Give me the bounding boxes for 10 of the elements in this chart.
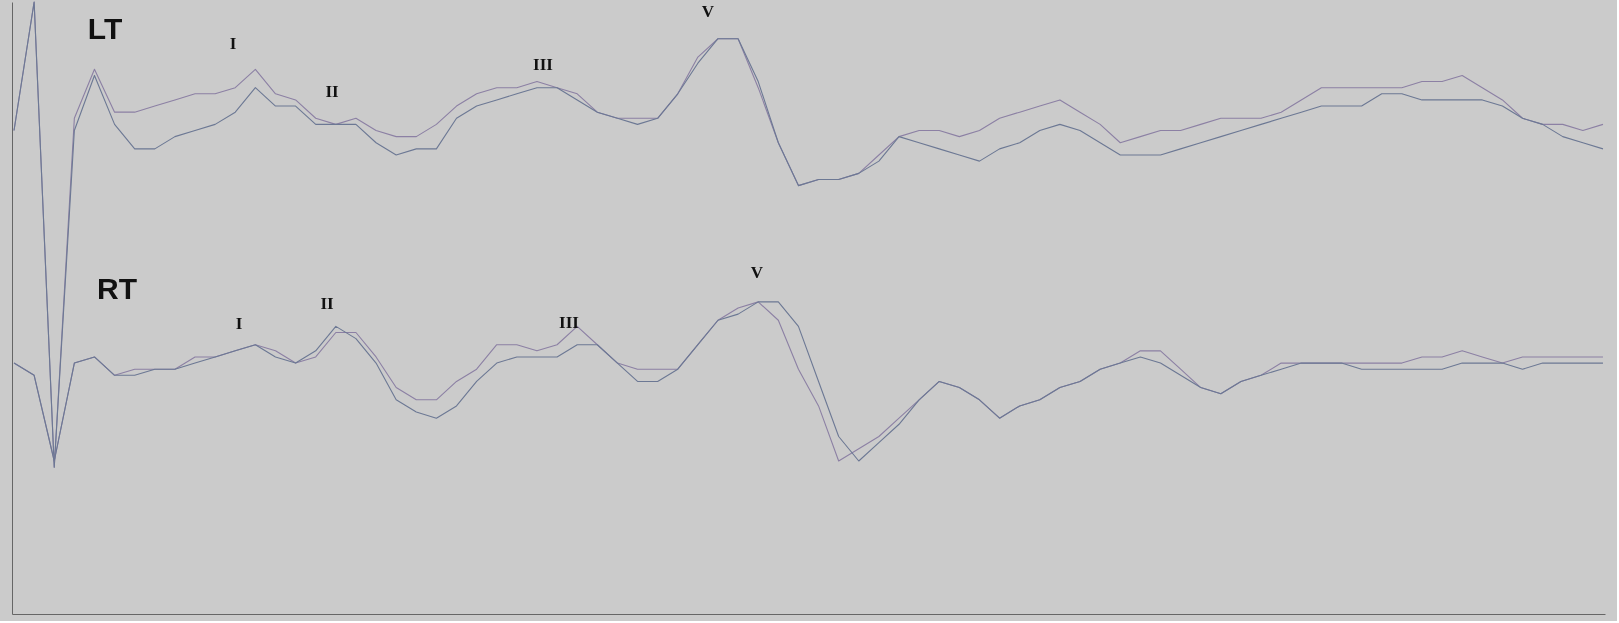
annotation: III: [533, 55, 554, 74]
annotation: III: [559, 313, 580, 332]
annotation: V: [701, 2, 715, 21]
annotation: II: [325, 82, 339, 101]
annotation: II: [320, 294, 334, 313]
annotation: I: [229, 34, 237, 53]
annotation: V: [750, 263, 764, 282]
annotation: LT: [87, 12, 123, 45]
annotation: RT: [97, 272, 137, 305]
annotation: I: [235, 314, 243, 333]
